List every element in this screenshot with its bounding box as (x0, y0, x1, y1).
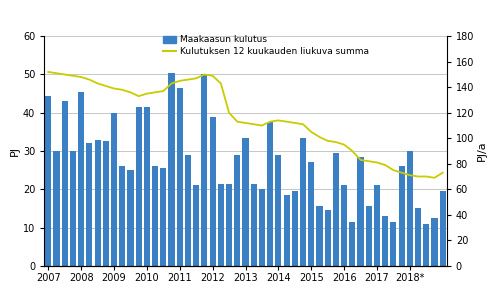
Bar (259, 189, 265, 266)
Bar (144, 107, 150, 266)
Bar (103, 141, 109, 266)
Bar (366, 207, 372, 266)
Bar (54, 151, 59, 266)
Bar (168, 72, 175, 266)
Bar (308, 162, 314, 266)
Bar (325, 210, 331, 266)
Bar (374, 185, 380, 266)
Y-axis label: PJ/a: PJ/a (477, 141, 487, 161)
Bar (382, 216, 388, 266)
Bar (243, 138, 248, 266)
Bar (333, 153, 339, 266)
Bar (357, 157, 364, 266)
Bar (210, 117, 216, 266)
Y-axis label: PJ: PJ (10, 146, 20, 156)
Legend: Maakaasun kulutus, Kulutuksen 12 kuukauden liukuva summa: Maakaasun kulutus, Kulutuksen 12 kuukaud… (159, 32, 372, 59)
Bar (177, 88, 183, 266)
Bar (226, 184, 232, 266)
Bar (160, 168, 166, 266)
Bar (185, 155, 191, 266)
Bar (94, 140, 101, 266)
Bar (349, 222, 355, 266)
Bar (432, 218, 437, 266)
Bar (111, 113, 117, 266)
Bar (119, 166, 125, 266)
Bar (234, 155, 241, 266)
Bar (267, 122, 273, 266)
Bar (250, 184, 257, 266)
Bar (136, 107, 142, 266)
Bar (316, 207, 323, 266)
Bar (283, 195, 290, 266)
Bar (415, 208, 421, 266)
Bar (86, 143, 92, 266)
Bar (70, 151, 76, 266)
Bar (78, 92, 84, 266)
Bar (127, 170, 134, 266)
Bar (152, 166, 158, 266)
Bar (292, 191, 298, 266)
Bar (407, 151, 413, 266)
Bar (218, 184, 224, 266)
Bar (201, 75, 208, 266)
Bar (399, 166, 405, 266)
Bar (423, 224, 429, 266)
Bar (275, 155, 281, 266)
Bar (300, 138, 306, 266)
Bar (45, 95, 52, 266)
Bar (62, 101, 68, 266)
Bar (390, 222, 396, 266)
Bar (439, 191, 446, 266)
Bar (341, 185, 347, 266)
Bar (193, 185, 199, 266)
